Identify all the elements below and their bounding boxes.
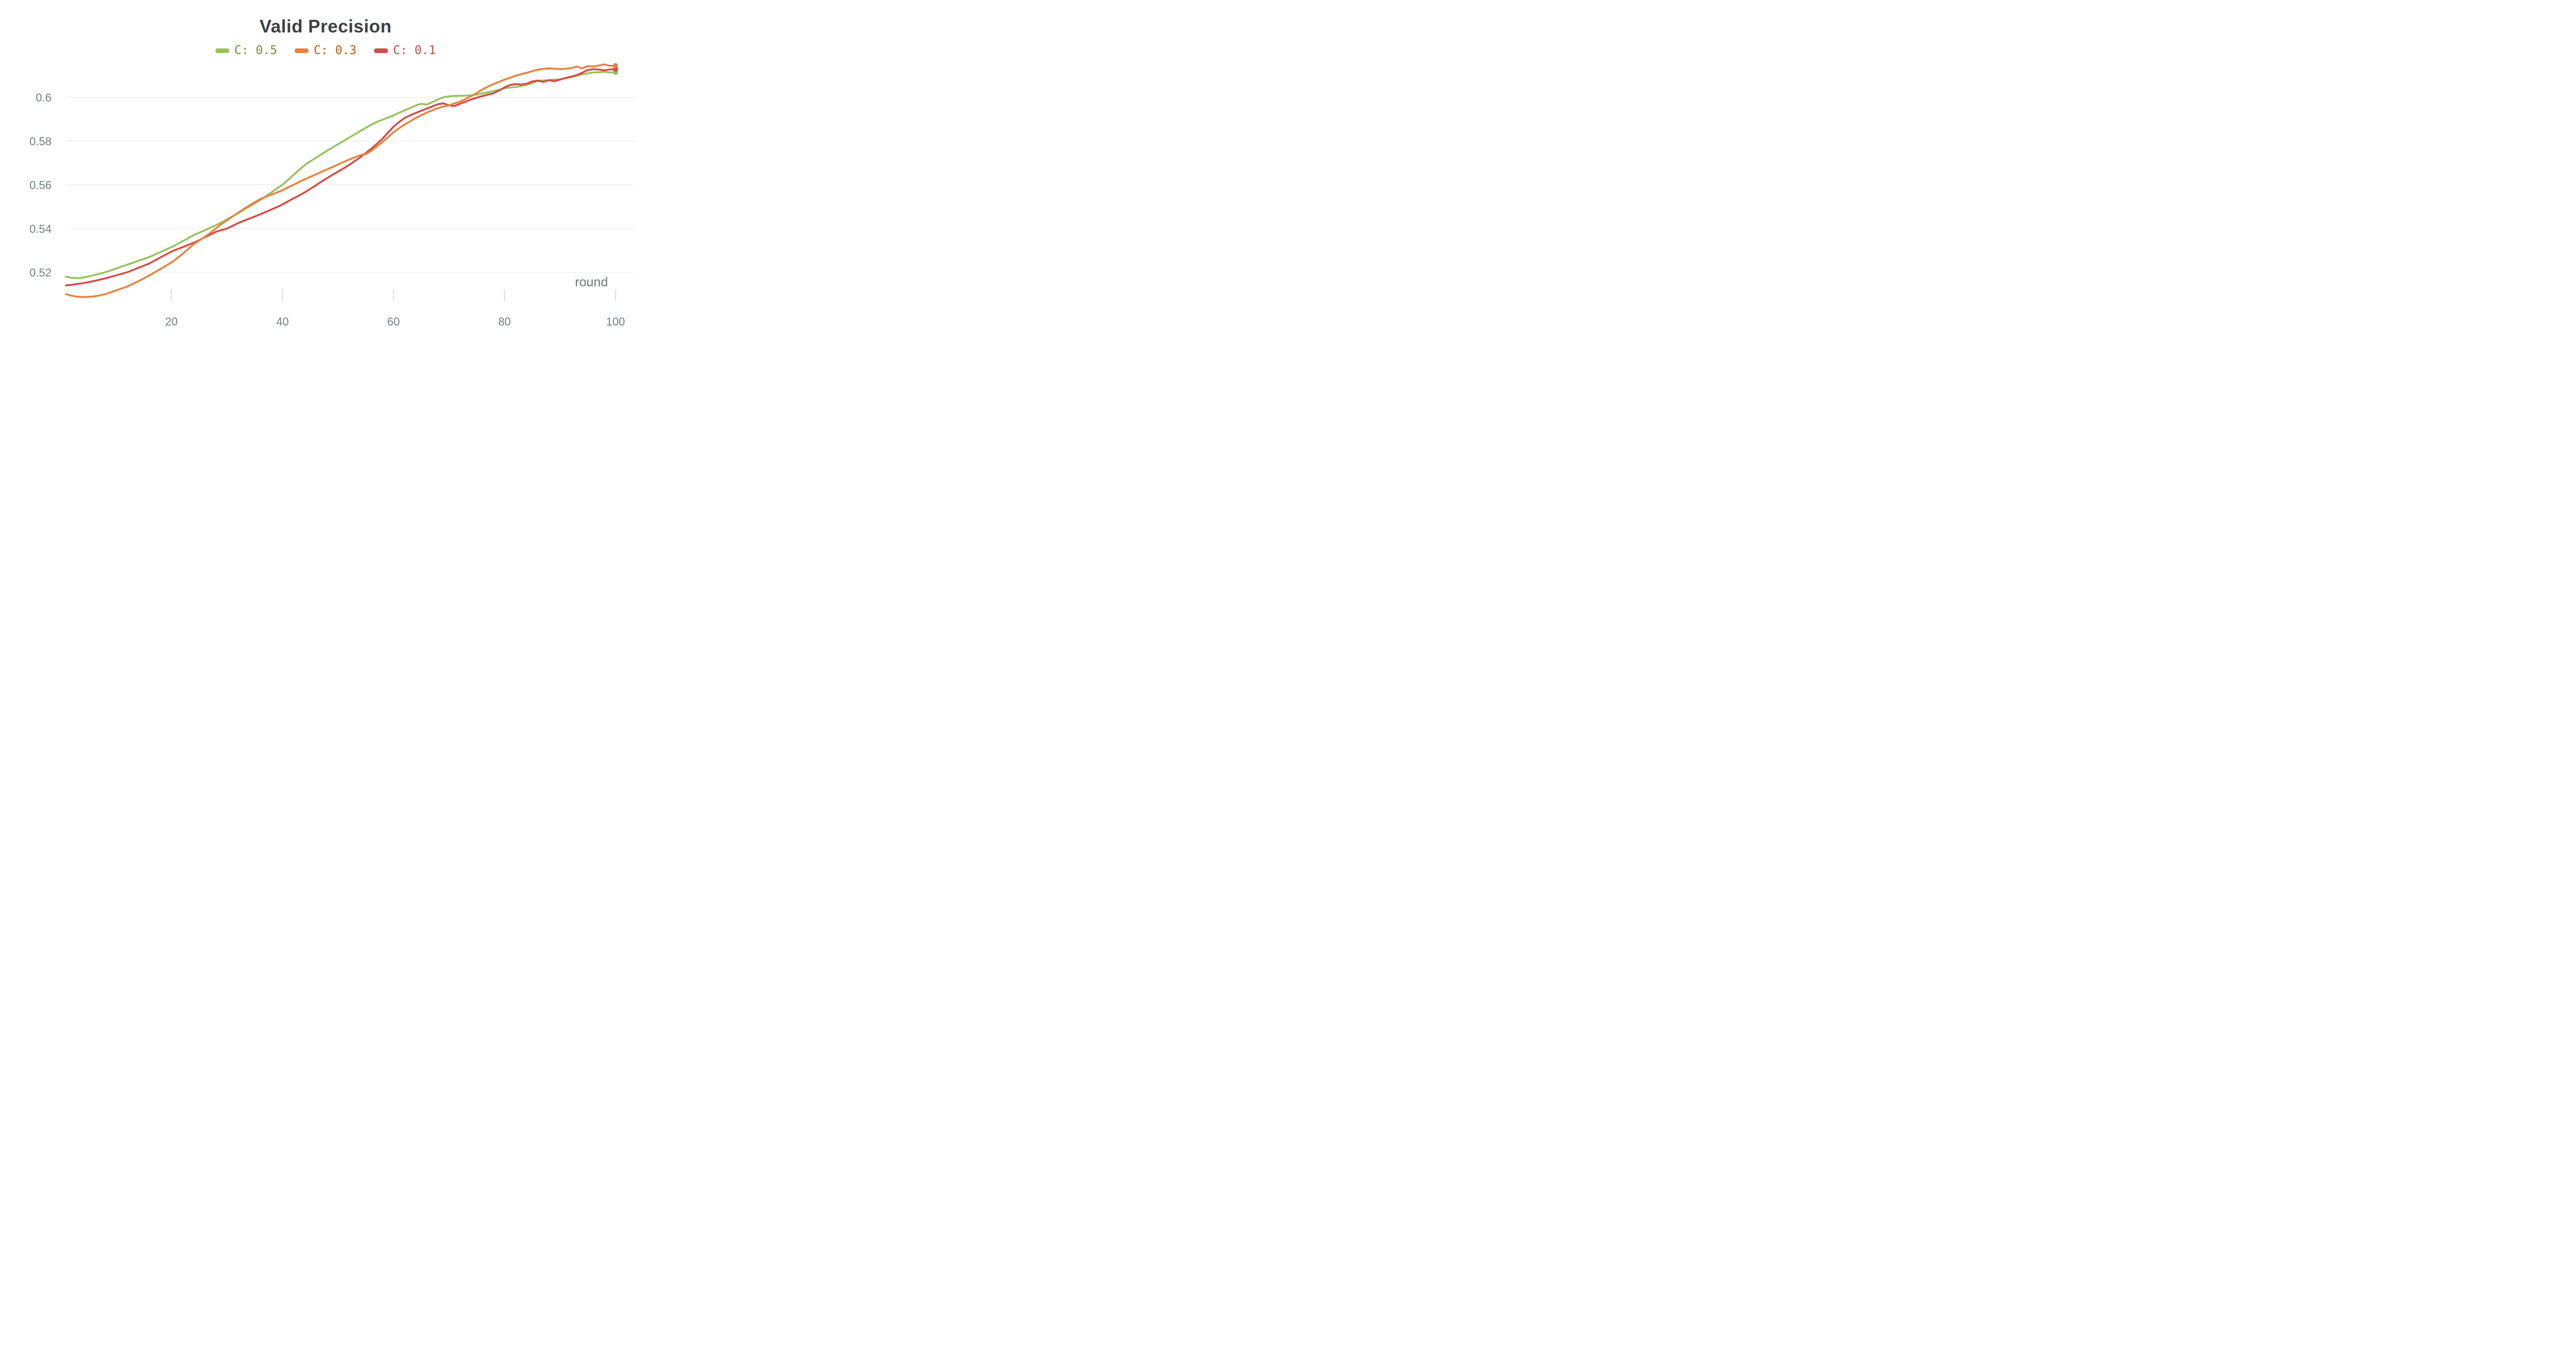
x-axis-tick-label: 80	[498, 315, 511, 328]
legend-item-c03[interactable]: C: 0.3	[294, 44, 357, 57]
x-axis-tick-label: 100	[606, 315, 625, 328]
x-axis-name: round	[575, 275, 608, 289]
x-axis-tick-label: 60	[387, 315, 400, 328]
legend-item-c05[interactable]: C: 0.5	[215, 44, 277, 57]
series-line-C03	[65, 63, 617, 298]
legend: C: 0.5 C: 0.3 C: 0.1	[0, 44, 651, 57]
legend-item-c01[interactable]: C: 0.1	[374, 44, 436, 57]
series-end-dot-C03	[613, 63, 618, 69]
y-axis-tick-label: 0.6	[36, 91, 52, 104]
valid-precision-chart: Valid Precision C: 0.5 C: 0.3 C: 0.1 0.6…	[0, 0, 651, 342]
x-axis-tick-label: 20	[165, 315, 178, 328]
y-axis-tick-label: 0.58	[29, 135, 52, 148]
y-axis-tick-label: 0.54	[29, 223, 52, 235]
x-axis-tick-label: 40	[276, 315, 289, 328]
series-line-C01	[65, 68, 617, 287]
legend-label-c03: C: 0.3	[313, 44, 357, 57]
plot-area: 0.6 0.58 0.56 0.54 0.52 20 40 60 80 100 round	[29, 63, 635, 328]
legend-label-c01: C: 0.1	[393, 44, 436, 57]
legend-swatch-c01-icon	[374, 48, 388, 53]
chart-title: Valid Precision	[259, 16, 392, 37]
y-axis-tick-label: 0.56	[29, 179, 52, 192]
series-line-C05	[65, 71, 617, 280]
y-axis-tick-label: 0.52	[29, 266, 52, 279]
legend-swatch-c05-icon	[215, 48, 229, 53]
legend-swatch-c03-icon	[294, 48, 309, 53]
legend-label-c05: C: 0.5	[234, 44, 277, 57]
